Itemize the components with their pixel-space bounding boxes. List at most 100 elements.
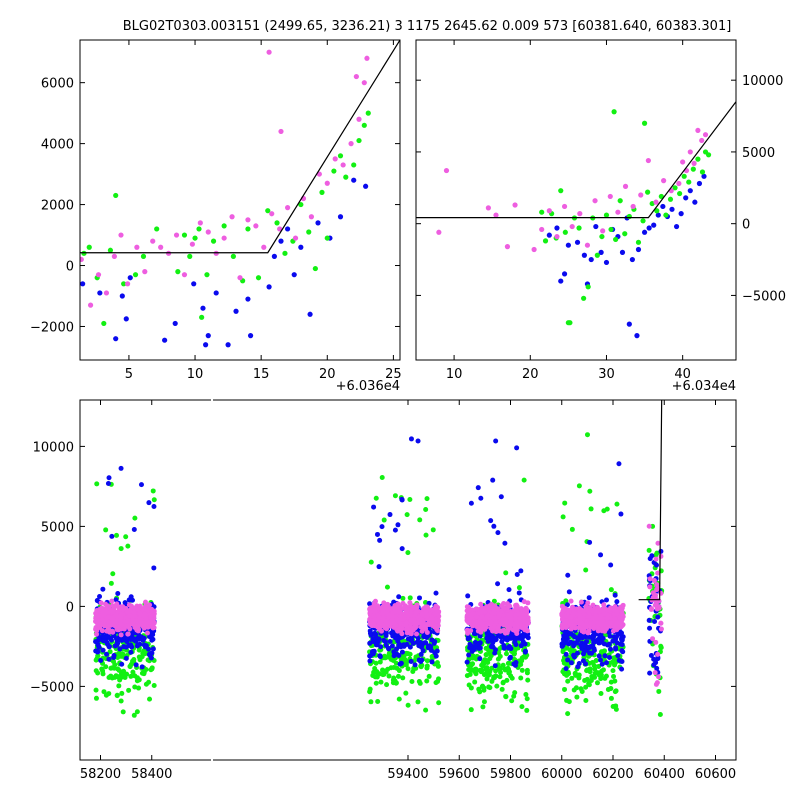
point-green <box>472 666 478 672</box>
point-pink <box>376 605 382 611</box>
point-blue <box>80 281 86 287</box>
point-blue <box>131 526 137 532</box>
point-blue <box>285 226 291 232</box>
point-blue <box>612 592 618 598</box>
point-green <box>86 244 92 250</box>
point-green <box>524 707 530 713</box>
point-pink <box>647 576 653 582</box>
point-green <box>542 238 549 244</box>
point-green <box>187 253 193 259</box>
point-green <box>403 690 409 696</box>
point-green <box>562 500 568 506</box>
series-blue <box>80 177 369 348</box>
point-blue <box>106 644 112 650</box>
point-green <box>569 675 575 681</box>
point-green <box>614 501 620 507</box>
point-pink <box>597 619 603 625</box>
point-green <box>101 689 107 695</box>
point-pink <box>680 159 686 165</box>
point-green <box>495 656 501 662</box>
point-pink <box>653 639 659 645</box>
point-pink <box>308 214 315 220</box>
point-pink <box>419 612 425 618</box>
point-pink <box>471 619 477 625</box>
point-green <box>511 651 517 657</box>
point-pink <box>369 619 375 625</box>
y-tick-label: 2000 <box>41 199 74 214</box>
point-green <box>565 320 571 326</box>
point-green <box>656 688 662 694</box>
point-green <box>107 247 114 253</box>
point-green <box>560 514 566 520</box>
point-pink <box>584 242 591 248</box>
point-pink <box>655 674 661 680</box>
point-blue <box>465 636 471 642</box>
point-pink <box>390 619 396 625</box>
point-green <box>204 272 210 278</box>
point-blue <box>522 649 528 655</box>
point-blue <box>501 643 507 649</box>
point-green <box>467 671 473 677</box>
point-pink <box>127 626 133 632</box>
point-blue <box>568 639 574 645</box>
point-blue <box>593 223 599 230</box>
point-pink <box>150 617 156 623</box>
point-pink <box>107 629 113 635</box>
y-tick-label: −5000 <box>742 289 786 304</box>
point-blue <box>619 642 625 648</box>
point-blue <box>490 639 496 645</box>
point-blue <box>626 321 632 327</box>
point-green <box>466 682 472 688</box>
point-pink <box>131 605 137 611</box>
point-pink <box>586 628 592 634</box>
point-pink <box>413 609 419 615</box>
point-blue <box>465 593 471 599</box>
point-blue <box>111 653 117 659</box>
point-pink <box>618 605 624 611</box>
point-green <box>373 680 379 686</box>
point-pink <box>592 198 598 204</box>
point-blue <box>655 614 661 620</box>
point-pink <box>490 628 496 634</box>
point-pink <box>133 624 139 630</box>
point-pink <box>473 614 479 620</box>
point-blue <box>600 635 606 641</box>
point-green <box>374 674 380 680</box>
point-pink <box>515 624 521 630</box>
point-pink <box>434 618 440 624</box>
point-blue <box>488 644 494 650</box>
season-2 <box>464 438 531 713</box>
point-pink <box>385 604 391 610</box>
point-blue <box>502 636 508 642</box>
point-blue <box>367 640 373 646</box>
point-pink <box>554 233 560 240</box>
point-pink <box>104 605 110 611</box>
point-blue <box>489 635 495 641</box>
point-green <box>134 709 140 715</box>
x-offset-label: +6.036e4 <box>336 379 400 394</box>
point-pink <box>658 620 664 626</box>
point-blue <box>572 654 578 660</box>
point-green <box>489 678 495 684</box>
point-blue <box>654 665 660 671</box>
point-green <box>641 120 648 126</box>
point-pink <box>579 621 585 627</box>
point-blue <box>678 211 684 217</box>
y-tick-label: 6000 <box>41 77 74 92</box>
point-green <box>523 691 529 697</box>
y-tick-label: 10000 <box>742 74 783 89</box>
point-blue <box>315 220 321 226</box>
point-pink <box>98 600 104 606</box>
point-green <box>539 209 545 215</box>
point-pink <box>638 192 644 198</box>
point-green <box>690 166 696 172</box>
point-pink <box>332 156 338 162</box>
point-green <box>378 679 384 685</box>
point-pink <box>485 205 491 211</box>
panel-bottom: 58200 58400 59400 59600 59800 60000 60200 60400… <box>30 399 737 782</box>
point-green <box>151 497 157 503</box>
point-pink <box>150 238 156 244</box>
point-green <box>150 488 156 494</box>
point-pink <box>97 621 103 627</box>
